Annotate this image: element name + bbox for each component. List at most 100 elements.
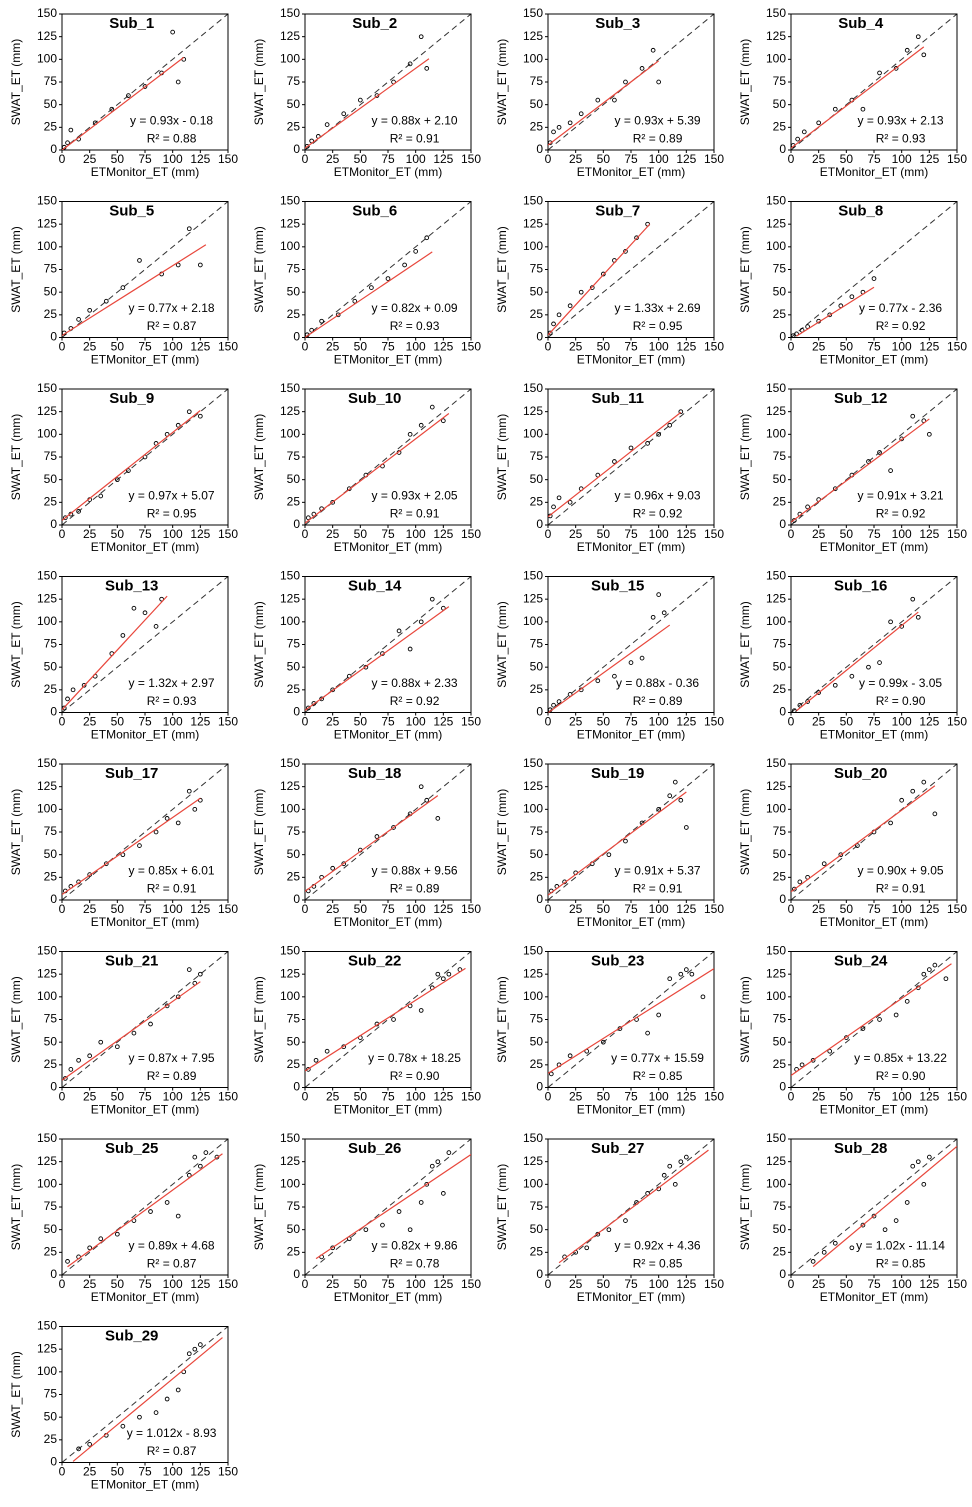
subplot: 0 25 50 75 100 125 150 0 25 50 75 100 125 150 ETMonito… xyxy=(252,6,481,179)
subplot: 0 25 50 75 100 125 150 0 25 50 75 100 125 150 ETMonito… xyxy=(495,756,724,929)
point xyxy=(799,1062,805,1068)
point xyxy=(551,321,556,327)
fit-line xyxy=(558,1149,709,1264)
point xyxy=(821,1249,827,1255)
y-tick-label: 50 xyxy=(287,847,301,861)
point xyxy=(424,235,430,241)
x-tick-label: 150 xyxy=(704,1090,724,1104)
x-tick-label: 0 xyxy=(302,902,309,916)
x-tick-label: 100 xyxy=(649,715,669,729)
point xyxy=(197,1163,203,1169)
y-tick-label: 50 xyxy=(287,97,301,111)
y-axis-label: SWAT_ET (mm) xyxy=(252,1164,266,1250)
point xyxy=(606,852,612,858)
x-tick-label: 75 xyxy=(624,1090,638,1104)
point xyxy=(305,705,311,711)
point xyxy=(661,1172,667,1178)
y-tick-label: 125 xyxy=(37,29,57,43)
x-axis-label: ETMonitor_ET (mm) xyxy=(91,915,199,929)
y-axis-label: SWAT_ET (mm) xyxy=(495,39,509,125)
y-tick-label: 25 xyxy=(773,1245,787,1259)
subplot: 0 25 50 75 100 125 150 0 25 50 75 100 125 150 ETMonito… xyxy=(252,1131,481,1304)
r-squared: R² = 0.89 xyxy=(633,131,683,145)
point xyxy=(791,708,797,714)
subplot-title: Sub_21 xyxy=(105,952,158,969)
x-tick-label: 0 xyxy=(59,152,66,166)
x-tick-label: 100 xyxy=(406,152,426,166)
point xyxy=(126,93,131,98)
y-tick-label: 25 xyxy=(44,870,58,884)
x-tick-label: 50 xyxy=(597,902,611,916)
x-axis-label: ETMonitor_ET (mm) xyxy=(577,353,685,367)
one-to-one-line xyxy=(61,951,229,1088)
y-tick-label: 50 xyxy=(287,1034,301,1048)
y-tick-label: 50 xyxy=(773,659,787,673)
y-tick-label: 0 xyxy=(293,705,300,719)
point xyxy=(429,404,435,410)
one-to-one-line xyxy=(61,1138,229,1276)
x-tick-label: 100 xyxy=(892,715,912,729)
point xyxy=(440,976,446,982)
x-axis-label: ETMonitor_ET (mm) xyxy=(91,1478,199,1492)
point xyxy=(656,1012,662,1018)
subplot-title: Sub_8 xyxy=(838,202,883,219)
fit-line xyxy=(62,595,168,711)
y-tick-label: 50 xyxy=(530,659,544,673)
r-squared: R² = 0.87 xyxy=(147,1256,197,1270)
y-tick-label: 75 xyxy=(287,1012,301,1026)
point xyxy=(114,477,120,483)
equation: y = 0.85x + 6.01 xyxy=(129,864,215,878)
x-tick-label: 150 xyxy=(218,1090,238,1104)
y-tick-label: 125 xyxy=(523,591,543,605)
point xyxy=(402,262,407,268)
point xyxy=(866,459,871,464)
point xyxy=(899,797,905,803)
x-tick-label: 100 xyxy=(649,340,669,354)
x-tick-label: 125 xyxy=(190,527,210,541)
y-tick-label: 125 xyxy=(37,591,57,605)
point xyxy=(175,422,181,428)
point xyxy=(192,806,198,812)
point xyxy=(341,1044,347,1050)
point xyxy=(849,1245,855,1251)
subplot: 0 25 50 75 100 125 150 0 25 50 75 100 125 150 ETMonito… xyxy=(9,381,238,554)
y-tick-label: 100 xyxy=(37,239,57,253)
point xyxy=(76,317,81,322)
y-tick-label: 75 xyxy=(287,637,301,651)
one-to-one-line xyxy=(790,763,958,901)
point xyxy=(153,624,159,629)
point xyxy=(330,499,336,505)
point xyxy=(556,312,562,318)
y-tick-label: 125 xyxy=(523,29,543,43)
y-tick-label: 150 xyxy=(37,6,57,20)
x-tick-label: 0 xyxy=(545,1277,552,1291)
subplot: 0 25 50 75 100 125 150 0 25 50 75 100 125 150 ETMonito… xyxy=(9,1319,238,1492)
y-tick-label: 25 xyxy=(773,682,787,696)
point xyxy=(827,1048,833,1054)
x-tick-label: 125 xyxy=(190,340,210,354)
x-tick-label: 125 xyxy=(190,1277,210,1291)
r-squared: R² = 0.87 xyxy=(147,1444,197,1458)
equation: y = 0.93x - 0.18 xyxy=(130,114,213,128)
x-tick-label: 50 xyxy=(354,152,368,166)
point xyxy=(904,1200,910,1205)
point xyxy=(440,1191,446,1196)
x-tick-label: 125 xyxy=(919,340,939,354)
y-tick-label: 0 xyxy=(50,1080,57,1094)
point xyxy=(103,861,109,867)
y-tick-label: 125 xyxy=(37,1154,57,1168)
x-tick-label: 125 xyxy=(919,1277,939,1291)
x-tick-label: 0 xyxy=(302,1277,309,1291)
x-tick-label: 25 xyxy=(812,1090,826,1104)
point xyxy=(164,1200,170,1205)
equation: y = 0.88x + 9.56 xyxy=(372,864,458,878)
y-tick-label: 125 xyxy=(766,779,786,793)
y-tick-label: 75 xyxy=(773,824,787,838)
point xyxy=(148,1209,153,1214)
y-tick-label: 0 xyxy=(536,892,543,906)
x-tick-label: 125 xyxy=(676,527,696,541)
x-axis-label: ETMonitor_ET (mm) xyxy=(334,1103,442,1117)
point xyxy=(650,47,656,53)
y-axis-label: SWAT_ET (mm) xyxy=(252,226,266,312)
y-tick-label: 0 xyxy=(50,330,57,344)
